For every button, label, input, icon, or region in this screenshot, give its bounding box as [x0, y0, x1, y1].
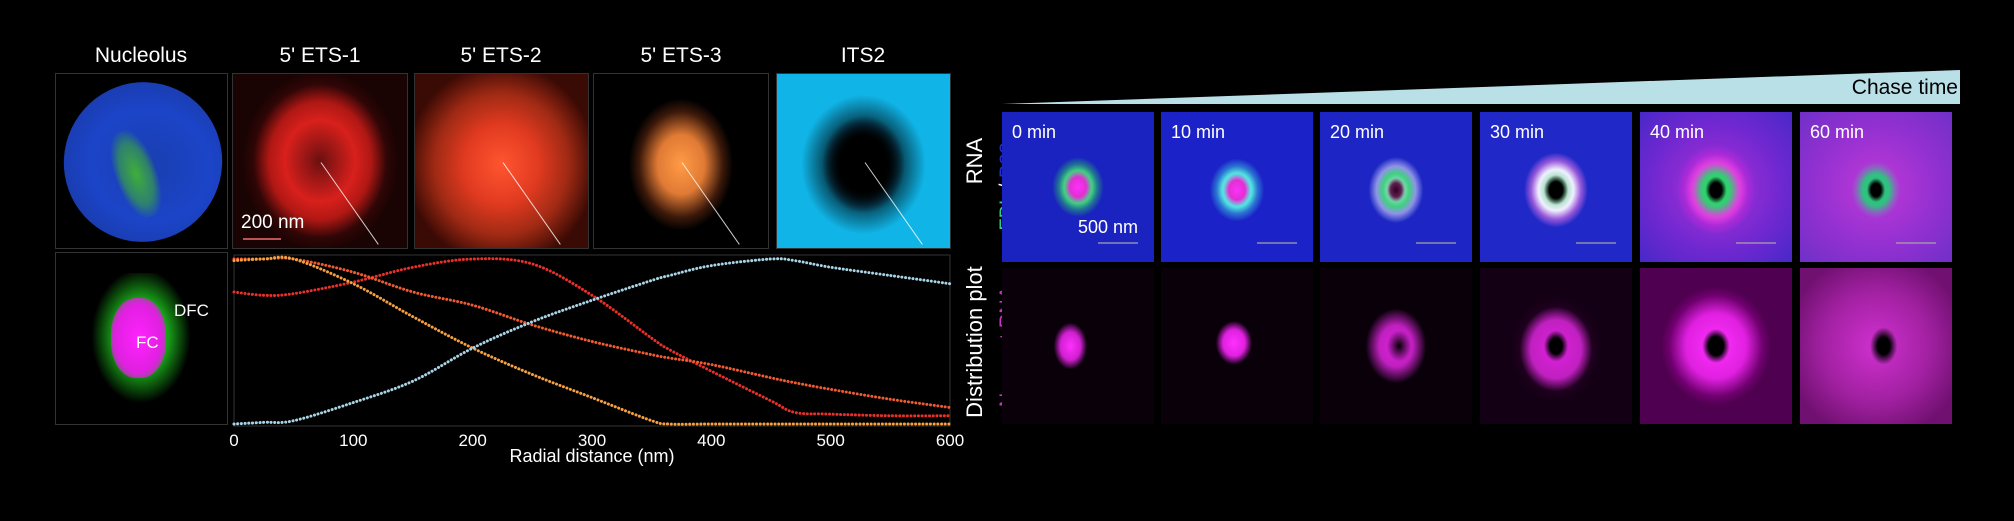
- nucleus-image: [55, 73, 228, 249]
- x-tick-label: 400: [697, 431, 725, 450]
- row-label-distribution-plot: Distribution plot: [962, 266, 987, 418]
- scale-bar-label: 500 nm: [1078, 217, 1139, 237]
- fc-dfc-image: DFC FC: [55, 252, 228, 425]
- scale-bar: [1257, 242, 1297, 244]
- fbl-b23-image-1: 10 min: [1161, 112, 1313, 262]
- nascent-rna-image-0: [1002, 268, 1154, 424]
- nascent-rna-image-1: [1161, 268, 1313, 424]
- x-tick-label: 0: [229, 431, 238, 450]
- time-label: 0 min: [1012, 122, 1057, 142]
- scale-bar: [243, 238, 281, 240]
- x-tick-label: 300: [578, 431, 606, 450]
- time-label: 30 min: [1490, 122, 1545, 142]
- scale-bar: [1576, 242, 1616, 244]
- time-label: 20 min: [1330, 122, 1385, 142]
- nascent-rna-image-5: [1800, 268, 1952, 424]
- series-line-its2: [232, 257, 952, 426]
- nascent-rna-image-3: [1480, 268, 1632, 424]
- column-title-ets1: 5' ETS-1: [279, 44, 361, 67]
- x-tick-label: 100: [339, 431, 367, 450]
- x-tick-label: 500: [816, 431, 844, 450]
- dfc-label: DFC: [174, 301, 209, 320]
- series-line-5-ets-3: [232, 255, 952, 426]
- x-tick-label: 600: [936, 431, 964, 450]
- column-title-its2: ITS2: [840, 44, 886, 67]
- time-label: 40 min: [1650, 122, 1705, 142]
- series-line-5-ets-2: [232, 256, 952, 409]
- chase-time-wedge: [1002, 70, 1960, 104]
- fc-label: FC: [136, 333, 159, 352]
- column-title-nucleolus: Nucleolus: [94, 44, 188, 67]
- plot-frame: [233, 254, 951, 427]
- x-axis-label: Radial distance (nm): [509, 446, 675, 466]
- column-title-ets3: 5' ETS-3: [640, 44, 722, 67]
- fbl-b23-image-0: 0 min 500 nm: [1002, 112, 1154, 262]
- fbl-b23-image-4: 40 min: [1640, 112, 1792, 262]
- x-tick-label: 200: [458, 431, 486, 450]
- nascent-rna-image-2: [1320, 268, 1472, 424]
- ets1-rna-image: 200 nm: [232, 73, 408, 249]
- fbl-b23-image-2: 20 min: [1320, 112, 1472, 262]
- ets2-rna-image: [414, 73, 589, 249]
- ets3-rna-image: [593, 73, 769, 249]
- scale-bar: [1416, 242, 1456, 244]
- fbl-b23-image-5: 60 min: [1800, 112, 1952, 262]
- scale-bar: [1098, 242, 1138, 244]
- scale-bar: [1736, 242, 1776, 244]
- scale-bar: [1896, 242, 1936, 244]
- chase-time-label: Chase time: [1851, 76, 1958, 99]
- distribution-plot: 0 100 200 300 400 500 600: [229, 254, 964, 450]
- nascent-rna-image-4: [1640, 268, 1792, 424]
- scale-bar-label: 200 nm: [241, 212, 305, 233]
- its2-rna-image: [776, 73, 951, 249]
- time-label: 60 min: [1810, 122, 1865, 142]
- time-label: 10 min: [1171, 122, 1226, 142]
- column-title-ets2: 5' ETS-2: [460, 44, 542, 67]
- series-line-5-ets-1: [232, 257, 952, 418]
- fbl-b23-image-3: 30 min: [1480, 112, 1632, 262]
